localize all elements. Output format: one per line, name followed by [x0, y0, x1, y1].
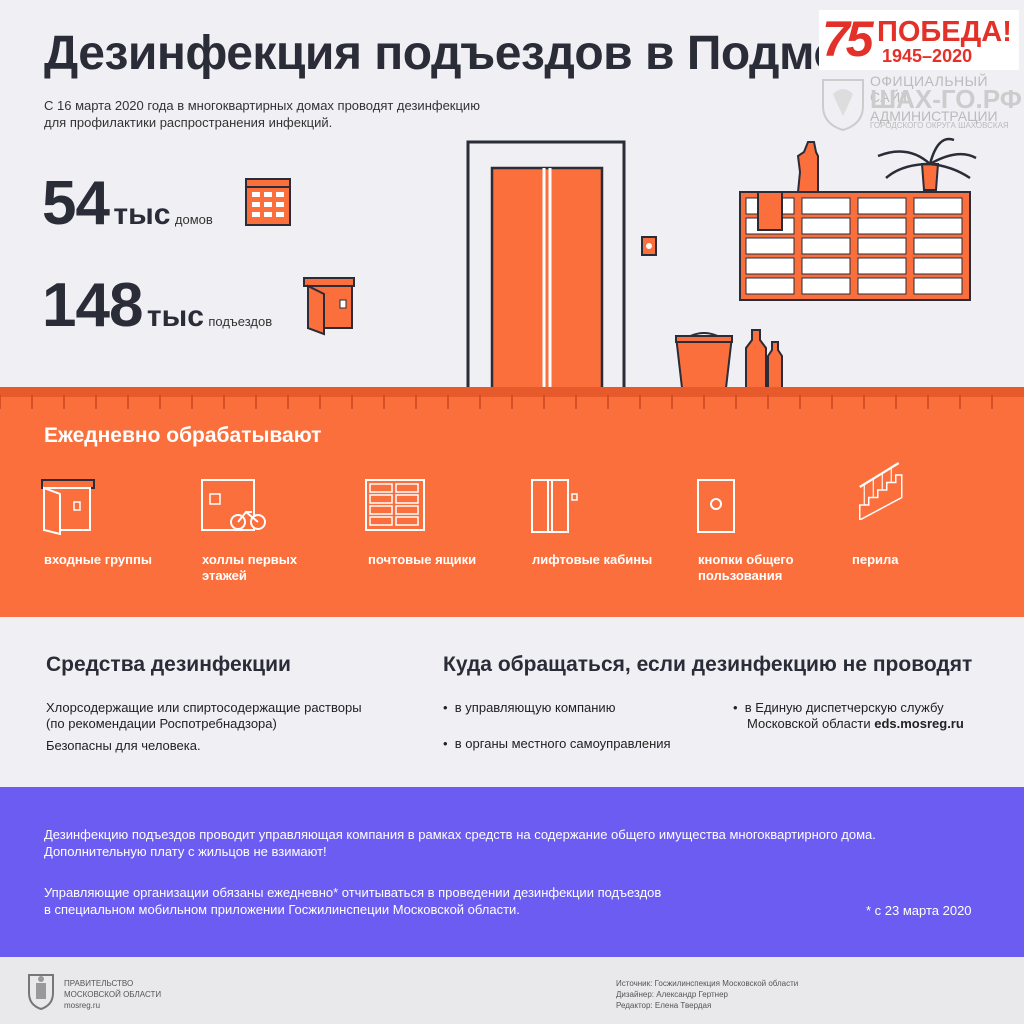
bullet-dot-icon: • — [443, 700, 455, 715]
notice-p1-line1: Дезинфекцию подъездов проводит управляющ… — [44, 827, 876, 842]
stair-railing-icon — [859, 462, 903, 520]
watermark-line-2: ШАХ-ГО.РФ — [870, 84, 1022, 114]
page-subtitle: С 16 марта 2020 года в многоквартирных д… — [44, 97, 544, 131]
item-label-entrance-groups: входные группы — [44, 552, 152, 568]
item-label-buttons: кнопки общего пользования — [698, 552, 794, 584]
button-panel-icon — [697, 479, 735, 533]
item-label-buttons-line2: пользования — [698, 568, 783, 583]
contact-bullet-3: • в Единую диспетчерскую службу Московск… — [733, 700, 964, 732]
item-label-buttons-line1: кнопки общего — [698, 552, 794, 567]
coat-of-arms-watermark-icon — [822, 79, 864, 132]
bullet-dot-icon: • — [443, 736, 455, 751]
means-text: Хлорсодержащие или спиртосодержащие раст… — [46, 700, 426, 754]
item-label-railings: перила — [852, 552, 899, 568]
contact-bullet-3-line1: в Единую диспетчерскую службу — [744, 700, 944, 715]
building-icon — [245, 178, 291, 226]
stat-entrances-unit: тыс — [146, 300, 204, 333]
victory-logo-years: 1945–2020 — [882, 46, 973, 66]
item-label-halls-line1: холлы первых — [202, 552, 298, 567]
page-title: Дезинфекция подъездов в Подмо — [44, 27, 843, 80]
watermark-line-4: ГОРОДСКОГО ОКРУГА ШАХОВСКАЯ — [870, 121, 1009, 130]
means-line-3: Безопасны для человека. — [46, 738, 201, 753]
stat-houses-label: домов — [174, 212, 213, 227]
notice-band — [0, 787, 1024, 957]
floor-strip — [0, 387, 1024, 397]
footer-editor: Редактор: Елена Твердая — [616, 1001, 712, 1010]
item-label-railings-line1: перила — [852, 552, 899, 567]
item-label-entrance-groups-line1: входные группы — [44, 552, 152, 567]
entrance-door-icon — [303, 277, 355, 336]
item-label-elevators-line1: лифтовые кабины — [532, 552, 653, 567]
notice-p1-line2: Дополнительную плату с жильцов не взимаю… — [44, 844, 327, 859]
footer-designer: Дизайнер: Александр Гертнер — [616, 990, 728, 999]
elevator-call-button-icon — [641, 236, 657, 256]
watermark-line-3: АДМИНИСТРАЦИИ — [870, 108, 998, 124]
notice-footnote: * с 23 марта 2020 — [866, 903, 972, 918]
stat-houses: 54 тыс домов — [42, 168, 213, 239]
subtitle-line-1: С 16 марта 2020 года в многоквартирных д… — [44, 98, 480, 113]
bullet-dot-icon: • — [733, 700, 745, 715]
footer-credits: Источник: Госжилинспекция Московской обл… — [616, 978, 798, 1011]
eds-mosreg-link[interactable]: eds.mosreg.ru — [874, 716, 964, 731]
item-label-mailboxes: почтовые ящики — [368, 552, 476, 568]
bucket-and-bottles-illustration — [674, 329, 783, 389]
elevator-icon — [531, 479, 578, 533]
contact-bullet-2-text: в органы местного самоуправления — [454, 736, 671, 751]
means-line-1: Хлорсодержащие или спиртосодержащие раст… — [46, 700, 362, 715]
entrance-group-icon — [41, 479, 95, 536]
footer-organization: ПРАВИТЕЛЬСТВО МОСКОВСКОЙ ОБЛАСТИ mosreg.… — [64, 978, 161, 1011]
footer-source: Источник: Госжилинспекция Московской обл… — [616, 979, 799, 988]
contact-bullet-1-text: в управляющую компанию — [454, 700, 616, 715]
moscow-region-crest-icon — [28, 974, 54, 1011]
contacts-title: Куда обращаться, если дезинфекцию не про… — [443, 653, 973, 676]
item-label-mailboxes-line1: почтовые ящики — [368, 552, 477, 567]
stat-entrances: 148 тыс подъездов — [42, 270, 272, 341]
footer-org-line1: ПРАВИТЕЛЬСТВО — [64, 979, 134, 988]
mailboxes-illustration — [739, 137, 977, 301]
notice-p2-line1: Управляющие организации обязаны ежедневн… — [44, 885, 662, 900]
stat-houses-number: 54 — [42, 169, 110, 238]
footer-org-line2: МОСКОВСКОЙ ОБЛАСТИ — [64, 990, 162, 999]
footer-mosreg-link[interactable]: mosreg.ru — [64, 1001, 101, 1010]
contact-bullet-3-line2: Московской области — [747, 716, 871, 731]
footer — [0, 957, 1024, 1024]
mailboxes-icon — [365, 479, 425, 531]
subtitle-line-2: для профилактики распространения инфекци… — [44, 115, 333, 130]
notice-paragraph-2: Управляющие организации обязаны ежедневн… — [44, 884, 804, 918]
victory-logo-word: ПОБЕДА! — [877, 16, 1012, 48]
elevator-illustration — [466, 140, 626, 390]
means-line-2: (по рекомендации Роспотребнадзора) — [46, 716, 277, 731]
hall-bicycle-icon — [201, 479, 266, 531]
daily-treatment-title: Ежедневно обрабатывают — [44, 424, 322, 447]
watermark-line-1: ОФИЦИАЛЬНЫЙ САЙТ — [870, 73, 989, 105]
stat-houses-unit: тыс — [113, 198, 171, 231]
stat-entrances-number: 148 — [42, 271, 143, 340]
daily-treatment-band — [0, 387, 1024, 617]
stat-entrances-label: подъездов — [208, 314, 273, 329]
floor-pattern — [0, 395, 993, 409]
contact-bullet-2: • в органы местного самоуправления — [443, 736, 671, 752]
notice-p2-line2: в специальном мобильном приложении Госжи… — [44, 902, 520, 917]
contact-bullet-1: • в управляющую компанию — [443, 700, 615, 716]
victory-logo-number: 75 — [822, 11, 874, 67]
victory-logo-background — [819, 10, 1019, 70]
means-title: Средства дезинфекции — [46, 653, 291, 676]
item-label-elevators: лифтовые кабины — [532, 552, 652, 568]
item-label-halls-line2: этажей — [202, 568, 247, 583]
notice-paragraph-1: Дезинфекцию подъездов проводит управляющ… — [44, 826, 1004, 860]
item-label-halls: холлы первых этажей — [202, 552, 297, 584]
